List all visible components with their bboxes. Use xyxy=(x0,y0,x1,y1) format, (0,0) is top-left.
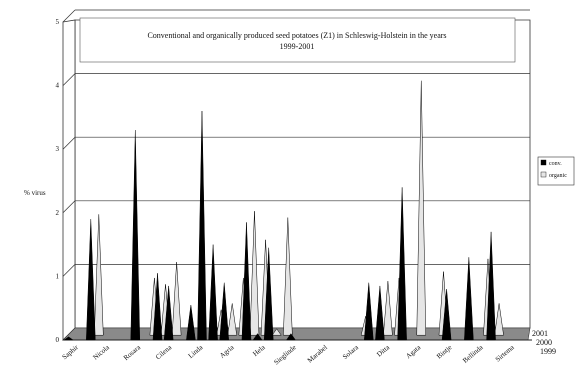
y-tick-label: 2 xyxy=(56,209,60,217)
data-spike-organic xyxy=(271,328,282,336)
x-tick-label: Sieglinde xyxy=(272,343,297,366)
data-spike-conv xyxy=(486,231,496,341)
depth-label: 2000 xyxy=(536,338,552,347)
legend-swatch xyxy=(540,159,547,166)
y-tick-label: 5 xyxy=(56,18,60,26)
y-axis-label: % virus xyxy=(24,189,46,197)
data-spike-organic xyxy=(171,262,182,336)
y-tick-label: 0 xyxy=(56,336,60,344)
data-marks xyxy=(63,80,504,341)
gridline xyxy=(62,200,76,214)
x-tick-label: Saphir xyxy=(61,343,81,361)
legend-label: organic xyxy=(549,173,567,179)
data-spike-organic xyxy=(416,80,427,336)
back-wall xyxy=(74,19,531,329)
gridline xyxy=(62,264,76,277)
x-tick-label: Bintje xyxy=(435,343,453,360)
gridlines xyxy=(62,9,530,277)
x-tick-label: Sirtema xyxy=(494,343,517,364)
data-spike-conv xyxy=(285,333,296,341)
data-spike-conv xyxy=(375,285,385,341)
data-spike-conv xyxy=(464,257,474,341)
chart-title-line: Conventional and organically produced se… xyxy=(147,31,446,40)
data-spike-conv xyxy=(241,222,252,341)
y-tick-label: 1 xyxy=(56,272,60,280)
x-tick-label: Rosara xyxy=(122,343,143,362)
data-spike-conv xyxy=(197,111,207,341)
x-tick-label: Linda xyxy=(187,343,205,360)
chart-title: Conventional and organically produced se… xyxy=(147,31,446,51)
y-axis-ticks: 0 1 2 3 4 5 xyxy=(56,18,60,344)
x-tick-label: Cilena xyxy=(154,343,174,361)
data-spike-organic xyxy=(227,303,238,336)
data-spike-organic xyxy=(94,214,104,336)
x-tick-label: Agria xyxy=(218,343,236,360)
gridline xyxy=(62,73,76,86)
legend-swatch xyxy=(540,171,547,178)
data-spike-conv xyxy=(441,289,452,341)
title-box xyxy=(79,17,516,63)
x-axis-ticks: Saphir Nicola Rosara Cilena Linda Agria Hela Si… xyxy=(61,343,517,367)
depth-label: 1999 xyxy=(540,347,556,356)
chart-title-line: 1999-2001 xyxy=(280,42,315,51)
x-tick-label: Nicola xyxy=(92,343,112,362)
side-wall xyxy=(62,19,76,341)
data-spike-organic xyxy=(249,211,260,336)
data-spike-conv xyxy=(219,282,229,341)
chart-walls xyxy=(62,19,531,341)
depth-label: 2001 xyxy=(532,329,548,338)
data-spike-organic xyxy=(283,217,293,336)
data-spike-conv xyxy=(130,130,141,341)
data-spike-organic xyxy=(383,281,393,336)
data-spike-conv xyxy=(263,247,274,341)
y-tick-label: 4 xyxy=(56,82,60,90)
data-spike-conv xyxy=(86,219,96,341)
data-spike-organic xyxy=(494,303,504,336)
gridline xyxy=(62,9,76,23)
x-tick-label: Hela xyxy=(251,343,267,358)
y-tick-label: 3 xyxy=(56,145,60,153)
data-spike-conv xyxy=(208,244,218,341)
data-spike-conv xyxy=(397,187,407,341)
x-tick-label: Agata xyxy=(404,343,423,360)
x-tick-label: Bellinda xyxy=(461,343,485,365)
gridline xyxy=(62,136,76,150)
x-tick-label: Ditta xyxy=(375,343,392,359)
data-spike-conv xyxy=(152,273,163,341)
data-spike-conv xyxy=(163,285,174,341)
x-tick-label: Marabel xyxy=(306,343,329,364)
data-spike-conv xyxy=(186,304,196,341)
x-tick-label: Solara xyxy=(341,343,361,361)
data-spike-conv xyxy=(364,282,374,341)
data-spike-conv xyxy=(252,333,263,341)
legend-label: conv. xyxy=(549,161,562,167)
data-spike-conv xyxy=(63,336,74,341)
legend: conv. organic xyxy=(537,156,575,186)
